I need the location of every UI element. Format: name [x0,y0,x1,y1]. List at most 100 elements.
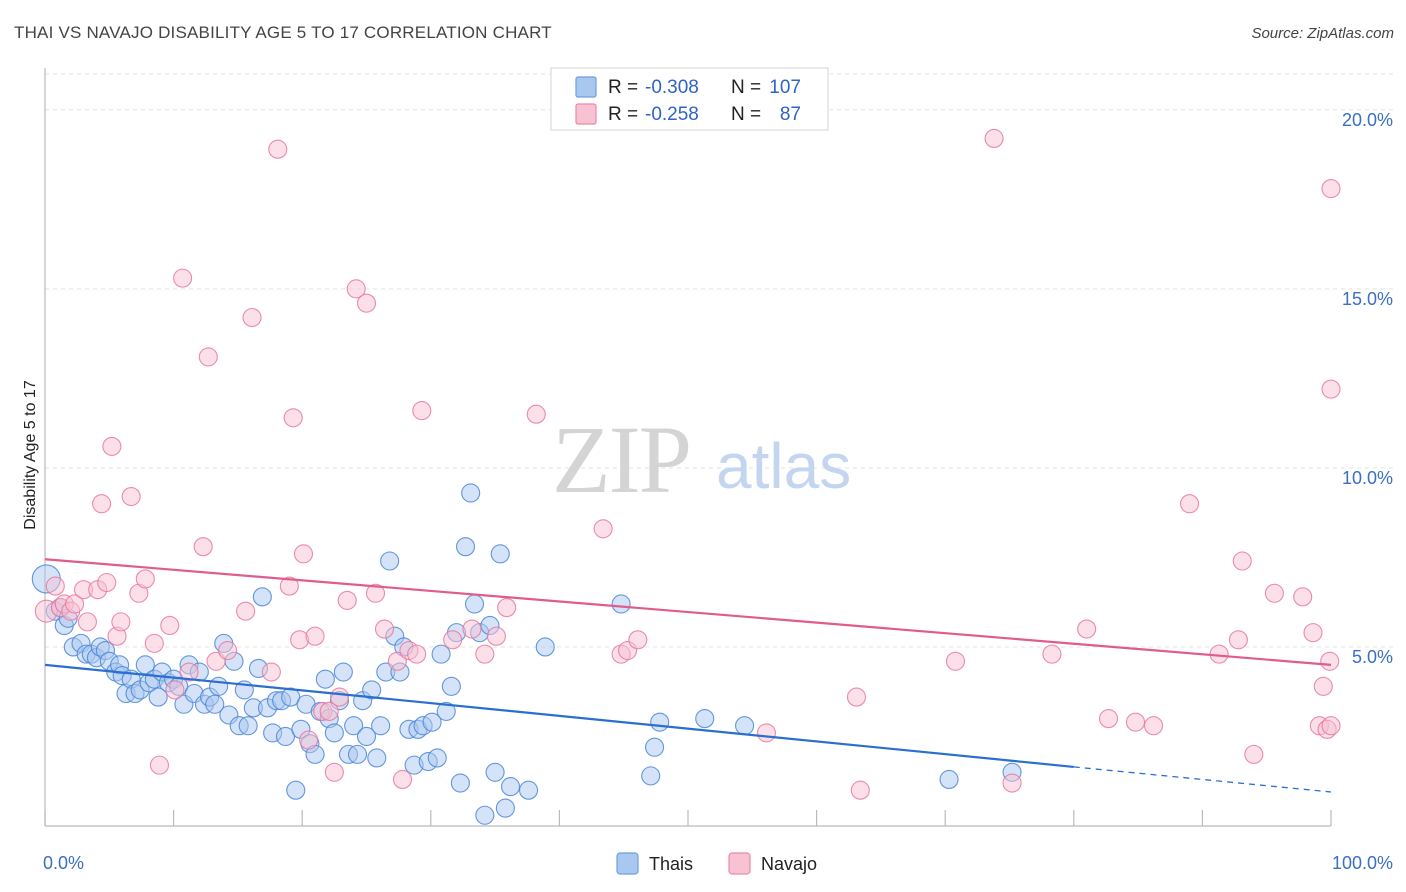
thais-point [324,723,344,743]
thais-point [518,780,539,800]
navajo-point [1232,551,1252,571]
series-thais [31,483,1022,825]
thais-point [347,744,368,764]
chart-source: Source: ZipAtlas.com [1251,25,1394,42]
legend-thais-n-value: 107 [769,77,801,98]
navajo-point [97,572,117,593]
thais-point [252,587,272,607]
thais-point [238,716,258,736]
y-tick-label: 20.0% [1342,110,1393,130]
navajo-point [77,612,97,632]
thais-point [333,662,353,682]
series-legend: Thais Navajo [616,852,817,875]
thais-point [281,687,301,707]
y-tick-label: 5.0% [1352,647,1393,667]
navajo-point [149,755,170,775]
legend-navajo-r-label: R = [608,104,638,125]
navajo-point [945,651,966,671]
navajo-point [299,730,319,750]
navajo-point [1042,644,1062,664]
navajo-point [293,544,314,564]
thais-point [367,748,387,768]
navajo-point [337,590,357,610]
navajo-point [65,594,85,614]
thais-point [315,669,335,689]
navajo-point [1077,619,1097,639]
navajo-point [218,640,238,661]
legend-thais-r-value: -0.308 [645,77,699,98]
series-legend-label-navajo[interactable]: Navajo [761,854,817,874]
thais-point [427,748,447,768]
navajo-point [236,601,256,621]
navajo-point [628,630,648,650]
navajo-point [1002,773,1022,793]
legend-swatch-navajo [575,103,597,125]
thais-point [380,551,400,571]
chart-title: THAI VS NAVAJO DISABILITY AGE 5 TO 17 CO… [14,23,552,42]
watermark-atlas: atlas [716,430,851,502]
navajo-point [279,576,299,596]
navajo-point [283,408,303,428]
thais-point [431,644,451,664]
thais-point [611,594,631,614]
thais-point [450,773,470,793]
navajo-point [144,633,164,653]
thais-point [490,544,510,564]
legend-thais-n-label: N = [731,77,761,98]
thais-point [344,716,364,736]
legend-navajo-n-value: 87 [780,104,801,125]
correlation-legend: R = -0.308 N = 107 R = -0.258 N = 87 [550,67,829,131]
navajo-point [497,598,517,618]
trend-lines [44,558,1332,793]
navajo-point [462,619,482,639]
thais-point [485,762,505,782]
series-legend-swatch-thais[interactable] [616,852,639,875]
thais-point [535,637,555,657]
thais-point [641,766,661,786]
navajo-point [319,701,339,721]
navajo-point [92,494,112,514]
thais-point [695,709,715,729]
navajo-point [1179,494,1200,514]
navajo-point [1313,676,1333,696]
thais-point [735,716,755,736]
navajo-point [198,347,218,367]
thais-point [475,805,495,825]
thais-trend-extension [1073,766,1332,793]
navajo-point [1264,583,1284,603]
thais-point [500,777,521,797]
y-tick-label: 15.0% [1342,289,1393,309]
legend-navajo-n-label: N = [731,104,761,125]
thais-point [650,712,670,732]
navajo-point [346,279,366,299]
y-axis-label: Disability Age 5 to 17 [22,380,39,530]
navajo-point [1293,587,1313,607]
navajo-point [135,569,155,589]
thais-point [461,483,481,503]
thais-trend-line [44,663,1074,769]
navajo-point [756,723,776,743]
thais-point [148,687,168,707]
thais-point [356,726,377,747]
thais-point [422,712,442,732]
thais-point [455,537,476,557]
navajo-point [486,626,506,646]
navajo-point [329,687,350,707]
navajo-point [102,436,122,456]
x-tick-label: 0.0% [43,853,84,873]
navajo-point [850,780,870,800]
navajo-point [846,687,867,707]
navajo-point [242,307,262,328]
navajo-point [261,662,281,682]
series-legend-swatch-navajo[interactable] [728,852,751,875]
navajo-point [1321,379,1341,399]
series-legend-label-thais[interactable]: Thais [649,854,693,874]
legend-swatch-thais [575,76,597,98]
axes [44,68,1332,827]
navajo-point [1320,651,1340,671]
thais-point [939,769,959,789]
thais-point [362,680,382,700]
navajo-point [111,612,131,632]
grid-lines [45,73,1393,648]
